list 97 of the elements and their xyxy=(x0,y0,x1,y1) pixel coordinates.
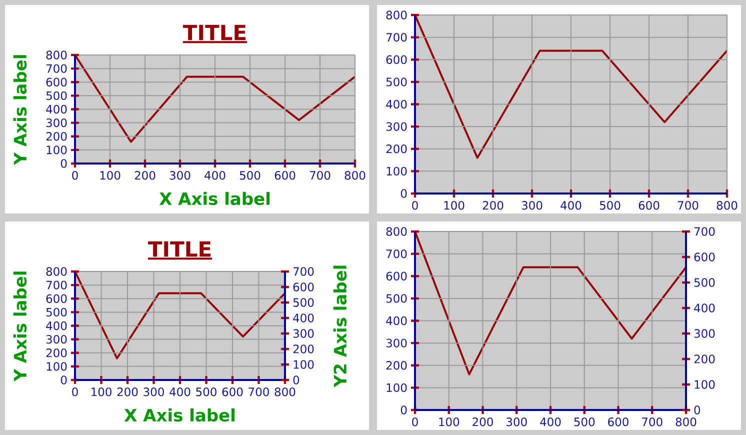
y-tick-label: 300 xyxy=(46,118,67,128)
y-tick-label: 200 xyxy=(46,132,67,141)
x-tick-label: 800 xyxy=(274,388,296,396)
line-series xyxy=(415,232,686,376)
y-tick-label: 0 xyxy=(60,159,67,168)
y2-tick-label: 0 xyxy=(293,376,300,384)
y-tick-label: 400 xyxy=(386,316,407,326)
y-tick-label: 700 xyxy=(46,64,67,73)
y-tick-label: 400 xyxy=(46,104,67,114)
y-axis-title: Y Axis label xyxy=(13,272,27,382)
x-axis-title: X Axis label xyxy=(124,408,234,422)
y2-tick-label: 500 xyxy=(293,298,314,307)
y2-tick-label: 600 xyxy=(694,252,715,262)
y2-tick-label: 100 xyxy=(694,380,715,389)
y2-tick-label: 400 xyxy=(694,304,715,312)
x-tick-label: 100 xyxy=(439,418,460,426)
x-tick-label: 700 xyxy=(642,418,662,426)
x-tick-label: 700 xyxy=(678,201,698,210)
chart-title: TITLE xyxy=(148,241,211,257)
y2-tick-label: 200 xyxy=(694,354,715,364)
y2-tick-label: 300 xyxy=(293,329,314,338)
x-tick-label: 500 xyxy=(600,201,620,210)
y2-tick-label: 700 xyxy=(293,267,314,276)
y2-tick-label: 300 xyxy=(694,329,715,338)
y-tick-label: 700 xyxy=(386,32,407,42)
x-tick-label: 600 xyxy=(608,418,628,426)
x-tick-label: 0 xyxy=(72,388,78,396)
x-tick-label: 600 xyxy=(274,171,296,180)
y-tick-label: 100 xyxy=(46,146,67,154)
x-tick-label: 100 xyxy=(444,201,464,210)
y-tick-label: 800 xyxy=(386,10,407,20)
x-tick-label: 300 xyxy=(170,171,190,180)
x-tick-label: 300 xyxy=(522,201,542,210)
x-tick-label: 500 xyxy=(574,418,595,426)
x-tick-label: 500 xyxy=(240,171,260,180)
y2-tick-label: 400 xyxy=(293,314,314,322)
x-tick-label: 200 xyxy=(134,171,156,180)
y2-tick-label: 0 xyxy=(694,406,700,414)
y-tick-label: 800 xyxy=(46,267,67,276)
y-tick-label: 500 xyxy=(386,78,407,86)
x-tick-label: 600 xyxy=(638,201,660,210)
line-series xyxy=(415,15,727,159)
y-tick-label: 600 xyxy=(46,294,67,303)
x-tick-label: 500 xyxy=(196,388,216,396)
line-series xyxy=(75,55,355,143)
y-tick-label: 0 xyxy=(400,406,407,414)
y-tick-label: 200 xyxy=(386,361,407,370)
x-tick-label: 600 xyxy=(222,388,243,396)
y2-tick-label: 100 xyxy=(294,360,314,369)
line-series xyxy=(75,272,285,360)
y-tick-label: 600 xyxy=(386,55,407,64)
x-tick-label: 0 xyxy=(412,418,418,426)
chart-title: TITLE xyxy=(183,24,246,40)
x-tick-label: 300 xyxy=(506,418,527,426)
x-tick-label: 100 xyxy=(100,171,120,180)
x-tick-label: 200 xyxy=(482,201,504,210)
x-tick-label: 800 xyxy=(716,201,738,210)
y-tick-label: 500 xyxy=(386,294,407,303)
y-tick-label: 700 xyxy=(386,249,407,258)
y-tick-label: 600 xyxy=(46,78,67,86)
y-tick-label: 200 xyxy=(386,144,407,154)
x-axis-title: X Axis label xyxy=(159,192,270,206)
y-tick-label: 800 xyxy=(46,50,67,60)
x-tick-label: 700 xyxy=(310,171,330,180)
y2-tick-label: 500 xyxy=(694,278,715,287)
y2-axis-title: Y2 Axis label xyxy=(333,266,347,388)
x-tick-label: 800 xyxy=(676,418,696,426)
y-tick-label: 500 xyxy=(46,91,67,100)
y-tick-label: 400 xyxy=(46,321,67,330)
x-tick-label: 200 xyxy=(472,418,493,426)
y-tick-label: 0 xyxy=(60,376,67,384)
y-tick-label: 800 xyxy=(386,227,407,236)
y-tick-label: 600 xyxy=(386,272,407,280)
x-tick-label: 800 xyxy=(344,171,366,180)
x-tick-label: 0 xyxy=(72,171,78,180)
y-tick-label: 0 xyxy=(400,189,407,198)
y2-tick-label: 200 xyxy=(293,344,314,354)
y-tick-label: 300 xyxy=(386,338,407,348)
x-tick-label: 700 xyxy=(248,388,269,396)
y2-tick-label: 700 xyxy=(694,227,715,236)
y-tick-label: 400 xyxy=(386,100,407,109)
x-tick-label: 400 xyxy=(540,418,561,426)
x-tick-label: 0 xyxy=(412,201,418,210)
x-tick-label: 300 xyxy=(144,388,164,396)
x-tick-label: 200 xyxy=(117,388,138,396)
x-tick-label: 100 xyxy=(92,388,112,396)
y-tick-label: 700 xyxy=(46,280,67,290)
x-tick-label: 400 xyxy=(204,171,226,180)
y-axis-title: Y Axis label xyxy=(13,55,27,165)
y-tick-label: 300 xyxy=(386,122,407,131)
x-tick-label: 400 xyxy=(170,388,190,396)
y2-tick-label: 600 xyxy=(293,282,314,292)
y-tick-label: 200 xyxy=(46,348,67,358)
y-tick-label: 100 xyxy=(46,362,67,371)
y-tick-label: 300 xyxy=(46,334,67,344)
y-tick-label: 500 xyxy=(46,308,67,317)
x-tick-label: 400 xyxy=(560,201,582,210)
